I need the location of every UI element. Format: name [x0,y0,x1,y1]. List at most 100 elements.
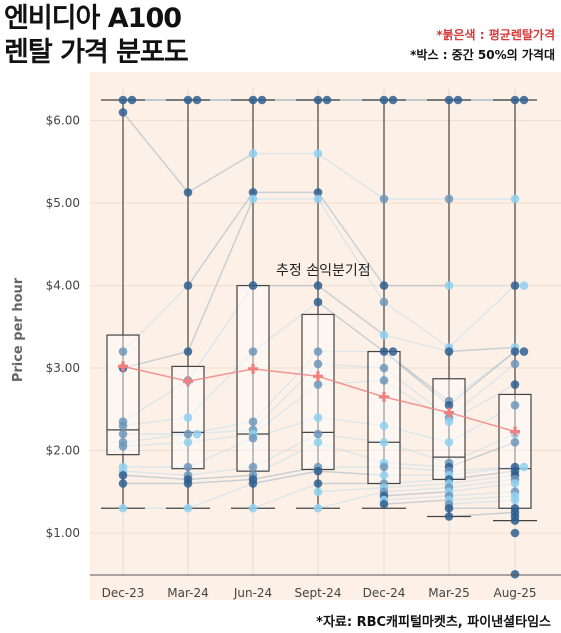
connector-line [187,482,254,509]
x-tick-label: Dec-23 [102,586,145,600]
connector-line [317,152,385,200]
data-point [118,479,128,488]
data-point [248,281,258,290]
connector-line [187,351,254,419]
connector-line [383,486,450,493]
connector-line [122,441,189,448]
x-tick-label: Dec-24 [363,586,406,600]
connector-line [448,404,516,443]
connector-line [252,416,319,439]
y-tick-label: $3.00 [46,361,80,375]
data-point [248,149,258,158]
connector-line [448,441,516,468]
x-tick-label: Mar-24 [167,586,208,600]
connector-line [383,350,450,406]
connector-line [187,152,254,194]
data-point [510,400,520,410]
data-point [118,442,128,451]
data-point [118,470,128,480]
data-point [444,437,454,447]
data-point [313,347,323,356]
data-point [183,462,193,472]
x-tick-label: Jun-24 [233,586,272,600]
points [118,95,529,579]
mean-marker [248,363,258,374]
data-point [257,95,267,105]
data-point [183,503,193,513]
data-point [313,188,323,197]
data-point [313,281,323,290]
data-point [510,281,520,290]
y-tick-label: $5.00 [46,196,80,210]
data-point [248,433,258,443]
data-point [519,95,529,105]
data-point [192,429,202,439]
connector-line [448,499,516,505]
data-point [248,462,258,472]
data-point [379,462,389,472]
connector-line [383,301,450,349]
y-tick-label: $4.00 [46,279,80,293]
connector-line [448,350,516,406]
connector-line [317,191,385,287]
data-point [183,413,193,422]
data-point [379,421,389,431]
data-point [510,359,520,369]
data-point [379,194,389,204]
data-point [192,95,202,105]
connector-line [317,441,385,464]
connector-line [317,379,385,386]
data-point [444,417,454,426]
data-point [183,95,193,105]
connector-line [448,491,516,497]
connector-line [317,284,385,336]
data-point [444,503,454,513]
data-point [313,297,323,307]
data-point [183,188,193,197]
data-point [510,380,520,389]
data-point [444,281,454,290]
connector-line [383,491,450,497]
y-tick-label: $2.00 [46,444,80,458]
connector-line [383,482,450,489]
data-point [313,503,323,513]
legend-box-note: *박스 : 중간 50%의 가격대 [410,48,555,62]
data-point [510,569,520,579]
connector-line [252,482,319,509]
x-tick-label: Aug-25 [493,586,536,600]
data-point [248,347,258,356]
connector-line [187,433,254,444]
connector-line [122,379,189,423]
connector-line [448,495,516,501]
data-point [379,376,389,385]
data-point [313,194,323,204]
data-point [510,528,520,538]
data-point [379,281,389,290]
data-point [510,495,520,505]
connector-line [383,334,450,353]
data-point [510,516,520,525]
y-tick-label: $1.00 [46,526,80,540]
mean-marker [510,426,520,437]
means [118,361,520,437]
data-point [388,347,398,356]
data-point [183,347,193,356]
connector-line [383,462,450,468]
connector-line [383,499,450,505]
data-point [248,503,258,513]
data-point [313,413,323,422]
connector-line [187,198,254,352]
data-point [379,330,389,340]
connector-line [383,425,450,444]
connector-line [448,482,516,493]
data-point [248,194,258,204]
data-point [313,466,323,476]
data-point [313,359,323,369]
connector-line [122,416,189,427]
data-point [183,479,193,488]
mean-marker [118,361,128,372]
connector-line [187,191,254,287]
data-point [519,462,529,472]
data-point [313,149,323,158]
data-point [118,95,128,105]
